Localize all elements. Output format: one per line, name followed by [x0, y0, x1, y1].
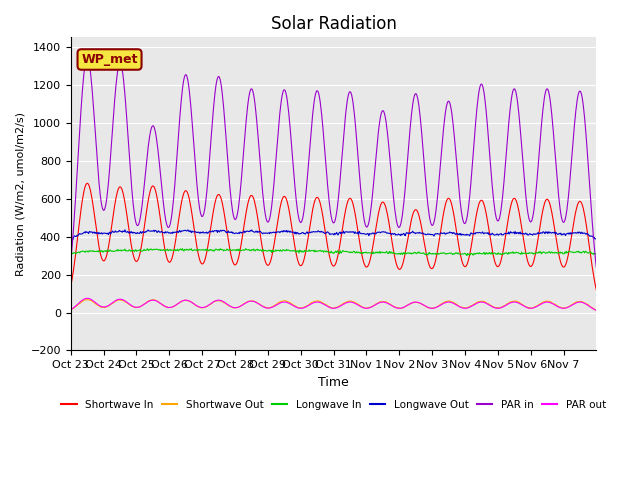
Legend: Shortwave In, Shortwave Out, Longwave In, Longwave Out, PAR in, PAR out: Shortwave In, Shortwave Out, Longwave In… — [57, 396, 610, 414]
Title: Solar Radiation: Solar Radiation — [271, 15, 397, 33]
X-axis label: Time: Time — [318, 376, 349, 389]
Text: WP_met: WP_met — [81, 53, 138, 66]
Y-axis label: Radiation (W/m2, umol/m2/s): Radiation (W/m2, umol/m2/s) — [15, 112, 25, 276]
